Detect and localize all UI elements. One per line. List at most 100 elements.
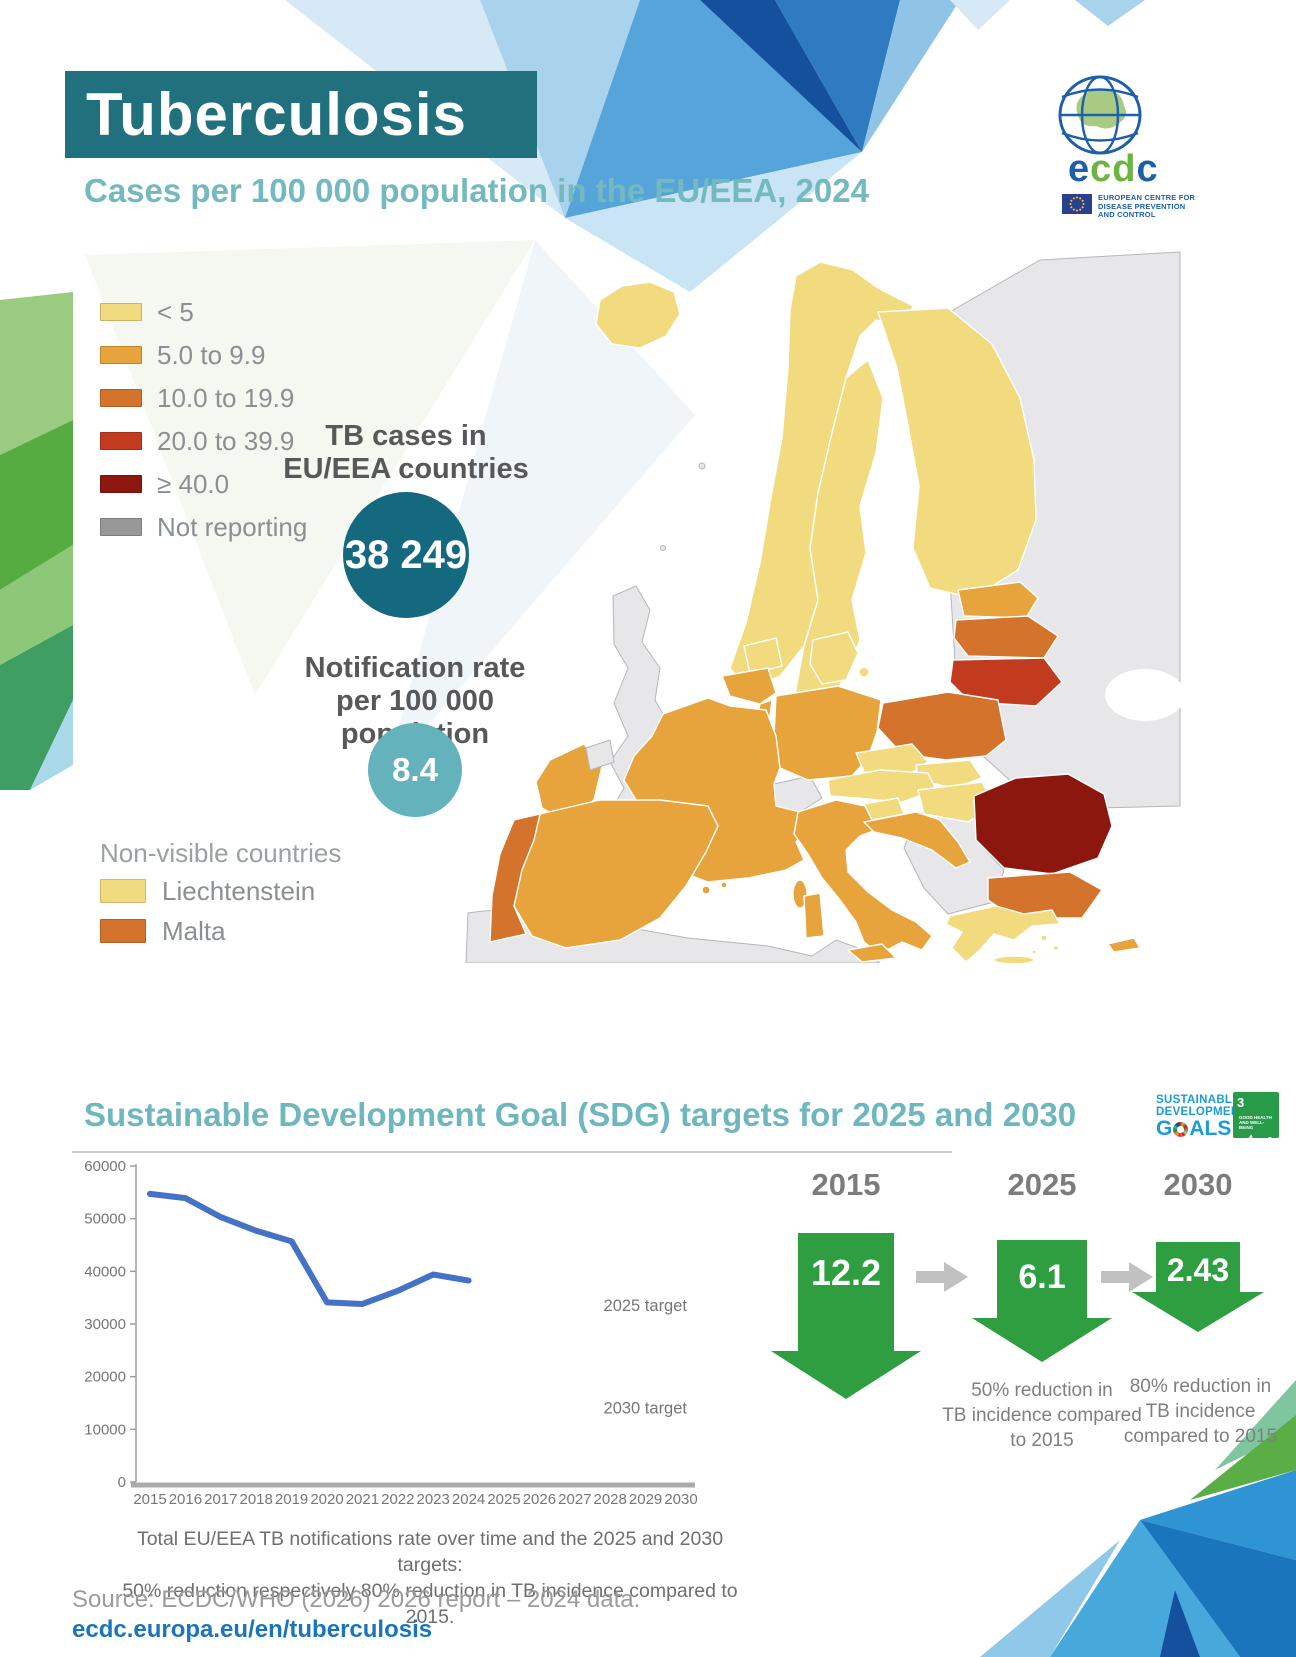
target-note-2025-line2: TB incidence compared [942,1405,1142,1426]
country-romania [973,773,1113,875]
legend-swatch-not-reporting [100,518,142,536]
legend-swatch-lt5 [100,303,142,321]
country-finland [877,307,1037,599]
legend-label-10to19: 10.0 to 19.9 [157,382,295,413]
target-value-2025: 6.1 [1018,1258,1066,1296]
country-belgium [721,667,777,705]
svg-text:2025: 2025 [487,1491,520,1508]
island-aegean-1 [1040,934,1048,942]
target-year-2030: 2030 [1163,1167,1233,1202]
section-divider [72,1151,952,1153]
svg-text:20000: 20000 [84,1369,126,1386]
svg-text:2017: 2017 [204,1491,237,1508]
target-note-2030-line1: 80% reduction in [1129,1376,1272,1397]
down-arrow-2030-icon [1132,1242,1264,1332]
legend-label-not-reporting: Not reporting [157,511,308,542]
tb-cases-title-line1: TB cases in [325,420,487,452]
down-arrow-2025-icon [972,1240,1112,1362]
island-aegean-3 [1031,949,1037,955]
non-visible-label-malta: Malta [162,915,226,946]
ecdc-letter-e: e [1068,148,1091,190]
legend-swatch-10to19 [100,389,142,407]
svg-text:30000: 30000 [84,1316,126,1333]
svg-text:2023: 2023 [417,1491,450,1508]
target-value-2030: 2.43 [1166,1252,1230,1288]
non-visible-list: Liechtenstein Malta [100,876,315,960]
non-visible-label-liechtenstein: Liechtenstein [162,875,316,906]
country-poland [877,691,1007,761]
legend-swatch-gte40 [100,475,142,493]
svg-text:50000: 50000 [84,1211,126,1228]
non-visible-swatch-malta [100,919,146,943]
ecdc-tuberculosis-link[interactable]: ecdc.europa.eu/en/tuberculosis [72,1616,433,1643]
sdg-goals-als: ALS [1189,1117,1232,1140]
sdg-section-title: Sustainable Development Goal (SDG) targe… [84,1096,1077,1133]
svg-text:2027: 2027 [558,1491,591,1508]
legend-item-5to9: 5.0 to 9.9 [100,340,307,370]
svg-text:2015: 2015 [133,1491,166,1508]
svg-text:2022: 2022 [381,1491,414,1508]
notification-rate-badge: 8.4 [368,723,462,817]
ecdc-org-block: EUROPEAN CENTRE FOR DISEASE PREVENTION A… [1062,193,1195,220]
country-netherlands [743,637,783,675]
heartbeat-icon [1239,1134,1272,1148]
ecdc-org-name: EUROPEAN CENTRE FOR DISEASE PREVENTION A… [1098,193,1195,220]
target-year-2025: 2025 [1007,1167,1077,1202]
svg-text:2025 target: 2025 target [604,1297,688,1315]
country-spain [513,799,719,949]
legend-label-5to9: 5.0 to 9.9 [157,339,266,370]
non-visible-heading: Non-visible countries [100,838,342,868]
island-crete [993,955,1035,963]
notification-rate-title-line1: Notification rate [304,652,526,684]
sdg-logo-goals: G ALS [1156,1117,1232,1140]
non-visible-swatch-liechtenstein [100,879,146,903]
ecdc-letter-c2: c [1136,148,1159,190]
svg-text:2026: 2026 [523,1491,556,1508]
sdg-logo-line1: SUSTAINABLE [1156,1094,1241,1106]
sdg-logo-line2: DEVELOPMENT [1156,1106,1247,1118]
svg-text:2029: 2029 [629,1491,662,1508]
legend-item-lt5: < 5 [100,297,307,327]
notification-rate-value: 8.4 [392,751,438,788]
svg-text:10000: 10000 [84,1421,126,1438]
source-text: Source: ECDC/WHO (2026) 2026 report – 20… [72,1586,641,1613]
country-northern-ireland [585,739,615,771]
page-subtitle: Cases per 100 000 population in the EU/E… [84,172,869,209]
svg-text:2020: 2020 [310,1491,343,1508]
ecdc-org-line2: DISEASE PREVENTION [1098,201,1186,211]
eu-flag-icon [1062,194,1092,214]
ecdc-letter-d: d [1112,148,1137,190]
non-visible-item-malta: Malta [100,916,315,946]
legend-item-10to19: 10.0 to 19.9 [100,383,307,413]
legend-swatch-5to9 [100,346,142,364]
sdg-goals-wheel-icon [1173,1121,1189,1137]
ecdc-wordmark: ecdc [1068,148,1159,191]
sdg3-goal-tile: 3 GOOD HEALTH AND WELL-BEING [1233,1092,1279,1148]
target-value-2015: 12.2 [810,1252,882,1293]
sdg-logo: SUSTAINABLE DEVELOPMENT G ALS [1156,1094,1247,1140]
target-note-2030: 80% reduction in TB incidence compared t… [1098,1374,1296,1449]
title-banner: Tuberculosis [65,71,537,158]
country-cyprus [1107,937,1141,953]
country-bulgaria [987,871,1103,919]
page-title: Tuberculosis [86,81,467,148]
country-iceland [595,281,681,349]
europe-choropleth-map [408,248,1183,963]
svg-text:2018: 2018 [240,1491,273,1508]
target-year-2015: 2015 [811,1167,881,1202]
sdg3-name-line2: AND WELL-BEING [1239,1120,1265,1130]
sdg-goals-g: G [1156,1117,1173,1140]
faroe-islands [698,462,706,470]
island-sicily [847,943,897,963]
tb-cases-title: TB cases in EU/EEA countries [256,420,556,486]
country-portugal [489,813,541,943]
sdg3-name: GOOD HEALTH AND WELL-BEING [1239,1115,1275,1130]
target-note-2025-line3: to 2015 [1010,1430,1074,1451]
black-sea [1105,669,1183,721]
left-deco-polygons [0,292,73,790]
right-arrow-icon-1 [916,1262,968,1292]
target-note-2030-line2: TB incidence [1145,1401,1256,1422]
island-corsica [792,879,808,909]
